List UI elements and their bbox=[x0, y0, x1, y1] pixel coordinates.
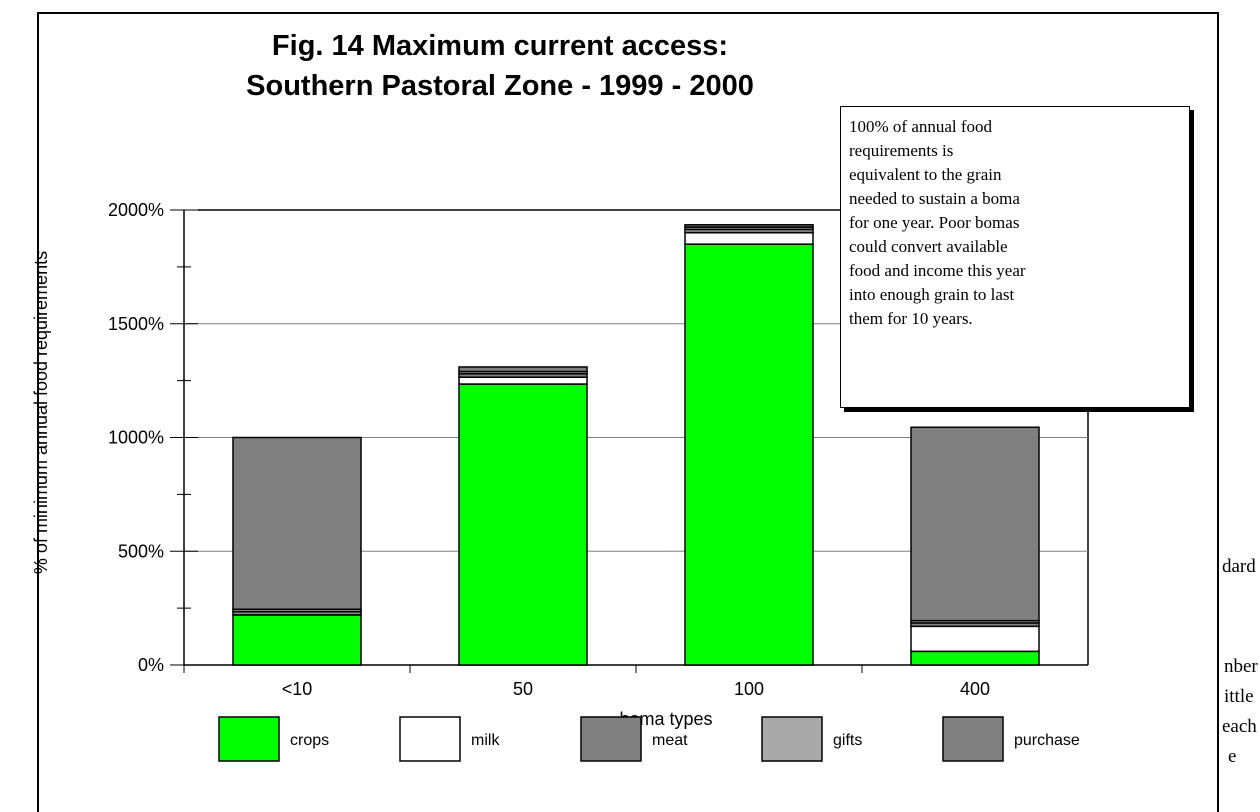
y-tick-label: 1000% bbox=[108, 428, 164, 448]
background-text-fragment: dard bbox=[1222, 556, 1256, 577]
legend-swatch bbox=[218, 716, 280, 762]
annotation-line: for one year. Poor bomas bbox=[849, 213, 1020, 232]
legend-swatch bbox=[580, 716, 642, 762]
y-axis-label: % of minimum annual food requirements bbox=[31, 251, 51, 574]
bar-segment bbox=[684, 243, 814, 666]
legend-swatch bbox=[761, 716, 823, 762]
x-tick-label: <10 bbox=[282, 679, 313, 699]
background-text-fragment: each bbox=[1222, 716, 1257, 737]
bar-segment bbox=[458, 376, 588, 385]
legend-swatch bbox=[942, 716, 1004, 762]
annotation-box: 100% of annual food requirements is equi… bbox=[840, 106, 1190, 408]
legend-label: gifts bbox=[833, 732, 862, 749]
y-tick-label: 500% bbox=[118, 541, 164, 561]
x-tick-label: 100 bbox=[734, 679, 764, 699]
annotation-line: food and income this year bbox=[849, 261, 1026, 280]
y-tick-label: 1500% bbox=[108, 314, 164, 334]
background-text-fragment: nber bbox=[1224, 656, 1258, 677]
chart-subtitle: Southern Pastoral Zone - 1999 - 2000 bbox=[246, 70, 754, 102]
bar-segment bbox=[458, 383, 588, 666]
legend-swatch bbox=[399, 716, 461, 762]
bar-segment bbox=[684, 232, 814, 245]
annotation-line: equivalent to the grain bbox=[849, 165, 1002, 184]
annotation-text: 100% of annual food requirements is equi… bbox=[849, 115, 1029, 331]
legend-label: meat bbox=[652, 732, 688, 749]
legend-label: milk bbox=[471, 732, 500, 749]
background-text-fragment: ittle bbox=[1224, 686, 1254, 707]
annotation-line: into enough grain to last bbox=[849, 285, 1015, 304]
annotation-line: requirements is bbox=[849, 141, 954, 160]
background-text-fragment: e bbox=[1228, 746, 1237, 767]
x-tick-label: 50 bbox=[513, 679, 533, 699]
x-tick-label: 400 bbox=[960, 679, 990, 699]
x-axis-label: boma types bbox=[619, 709, 712, 729]
bar-segment bbox=[232, 614, 362, 666]
bar-segment bbox=[910, 625, 1040, 653]
y-tick-label: 2000% bbox=[108, 200, 164, 220]
bar-segment bbox=[458, 366, 588, 373]
annotation-line: them for 10 years. bbox=[849, 309, 973, 328]
annotation-line: could convert available bbox=[849, 237, 1008, 256]
bar-segment bbox=[232, 436, 362, 611]
annotation-line: needed to sustain a boma bbox=[849, 189, 1020, 208]
chart-frame bbox=[37, 12, 1219, 812]
bar-segment bbox=[910, 650, 1040, 666]
legend-label: crops bbox=[290, 732, 329, 749]
annotation-line: 100% of annual food bbox=[849, 117, 993, 136]
legend-label: purchase bbox=[1014, 732, 1080, 749]
bar-segment bbox=[684, 224, 814, 228]
chart-title: Fig. 14 Maximum current access: bbox=[271, 30, 729, 62]
bar-segment bbox=[910, 426, 1040, 622]
y-tick-label: 0% bbox=[138, 655, 164, 675]
